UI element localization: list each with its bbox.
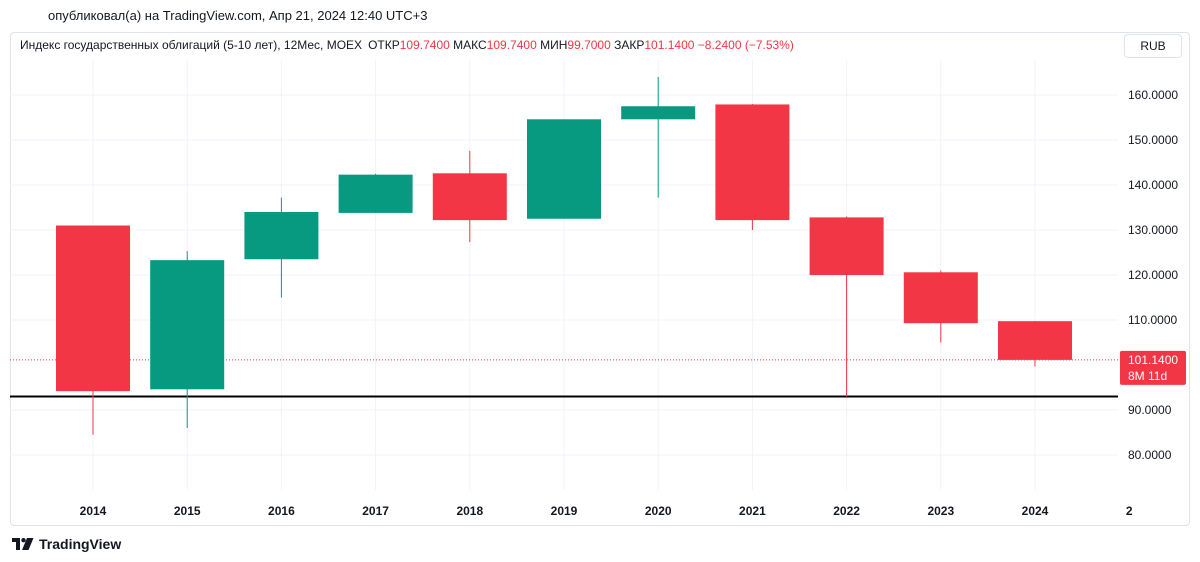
last-price-tag: 101.1400 8M 11d xyxy=(1120,350,1186,385)
candle-2023 xyxy=(903,270,978,343)
bar-countdown: 8M 11d xyxy=(1128,369,1167,383)
candle-2022 xyxy=(809,216,884,397)
change-value: −8.2400 (−7.53%) xyxy=(697,38,794,52)
x-tick-label: 2019 xyxy=(551,504,578,518)
y-tick-label: 120.0000 xyxy=(1128,268,1178,282)
x-tick-label: 2017 xyxy=(362,504,389,518)
close-value: 101.1400 xyxy=(644,38,695,52)
candle-body xyxy=(621,106,696,120)
x-tick-label: 2014 xyxy=(80,504,107,518)
candle-body xyxy=(998,321,1072,360)
candle-2016 xyxy=(244,197,319,298)
open-value: 109.7400 xyxy=(399,38,450,52)
x-tick-label: 2015 xyxy=(174,504,201,518)
x-tick-label: 2018 xyxy=(456,504,483,518)
high-value: 109.7400 xyxy=(486,38,537,52)
open-label: ОТКР xyxy=(368,38,400,52)
candle-body xyxy=(432,173,507,221)
time-axis: 2014 2015 2016 2017 2018 2019 2020 2021 2022 2023… xyxy=(80,504,1133,518)
candle-2017 xyxy=(338,173,413,213)
x-tick-label: 2023 xyxy=(927,504,954,518)
x-tick-label: 2016 xyxy=(268,504,295,518)
candle-2019 xyxy=(527,119,601,219)
last-price-badge xyxy=(1120,350,1186,385)
x-tick-label: 2024 xyxy=(1022,504,1049,518)
last-price-value: 101.1400 xyxy=(1128,353,1178,367)
candle-body xyxy=(527,119,601,219)
horizontal-line-layer xyxy=(10,359,1118,398)
chart-frame xyxy=(10,32,1190,526)
low-label: МИН xyxy=(540,38,568,52)
x-tick-label: 2022 xyxy=(833,504,860,518)
y-tick-label: 80.0000 xyxy=(1128,448,1172,462)
ohlc-legend: Индекс государственных облигаций (5-10 л… xyxy=(20,38,794,52)
y-tick-label: 140.0000 xyxy=(1128,178,1178,192)
symbol-title: Индекс государственных облигаций (5-10 л… xyxy=(20,38,363,52)
candle-2021 xyxy=(715,104,790,230)
candle-2015 xyxy=(150,251,225,428)
price-axis: 80.0000 90.0000 110.0000 120.0000 130.0000 14… xyxy=(1128,88,1178,462)
x-tick-label: 2 xyxy=(1126,504,1133,518)
published-caption: опубликовал(а) на TradingView.com, Апр 2… xyxy=(48,8,428,23)
candle-body xyxy=(56,225,130,392)
candle-body xyxy=(150,260,225,390)
candle-2018 xyxy=(432,150,507,243)
y-tick-label: 130.0000 xyxy=(1128,223,1178,237)
candle-2020 xyxy=(621,77,696,198)
candle-body xyxy=(244,212,319,260)
y-tick-label: 160.0000 xyxy=(1128,88,1178,102)
tradingview-logo-icon xyxy=(12,538,34,550)
candle-body xyxy=(338,174,413,213)
x-tick-label: 2020 xyxy=(645,504,672,518)
close-label: ЗАКР xyxy=(614,38,645,52)
candle-body xyxy=(903,272,978,324)
currency-button[interactable]: RUB xyxy=(1124,34,1182,58)
x-tick-label: 2021 xyxy=(739,504,766,518)
candle-body xyxy=(809,217,884,275)
footer-brand[interactable]: TradingView xyxy=(12,536,121,552)
high-label: МАКС xyxy=(453,38,487,52)
candle-2024 xyxy=(998,321,1072,367)
candles-layer xyxy=(56,77,1072,435)
footer-brand-text: TradingView xyxy=(39,536,122,552)
y-tick-label: 90.0000 xyxy=(1128,403,1172,417)
candle-body xyxy=(715,104,790,221)
y-tick-label: 110.0000 xyxy=(1128,313,1177,327)
low-value: 99.7000 xyxy=(567,38,611,52)
y-tick-label: 150.0000 xyxy=(1128,133,1178,147)
candle-2014 xyxy=(56,225,130,435)
